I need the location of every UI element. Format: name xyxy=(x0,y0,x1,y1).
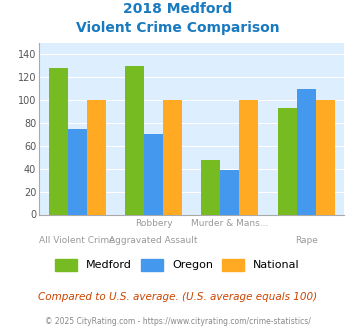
Text: © 2025 CityRating.com - https://www.cityrating.com/crime-statistics/: © 2025 CityRating.com - https://www.city… xyxy=(45,317,310,326)
Text: Rape: Rape xyxy=(295,236,318,245)
Legend: Medford, Oregon, National: Medford, Oregon, National xyxy=(50,253,305,276)
Bar xyxy=(144,134,163,214)
Text: 2018 Medford: 2018 Medford xyxy=(123,2,232,16)
Text: Robbery: Robbery xyxy=(135,219,172,228)
Bar xyxy=(278,108,297,214)
Bar xyxy=(220,170,239,215)
Text: All Violent Crime: All Violent Crime xyxy=(39,236,115,245)
Bar xyxy=(316,100,335,214)
Bar xyxy=(297,89,316,214)
Bar xyxy=(239,100,258,214)
Bar xyxy=(201,160,220,214)
Bar xyxy=(49,68,68,214)
Text: Violent Crime Comparison: Violent Crime Comparison xyxy=(76,21,279,35)
Bar xyxy=(125,66,144,214)
Bar xyxy=(87,100,106,214)
Text: Compared to U.S. average. (U.S. average equals 100): Compared to U.S. average. (U.S. average … xyxy=(38,292,317,302)
Bar xyxy=(163,100,182,214)
Bar xyxy=(68,129,87,214)
Text: Murder & Mans...: Murder & Mans... xyxy=(191,219,268,228)
Text: Aggravated Assault: Aggravated Assault xyxy=(109,236,198,245)
